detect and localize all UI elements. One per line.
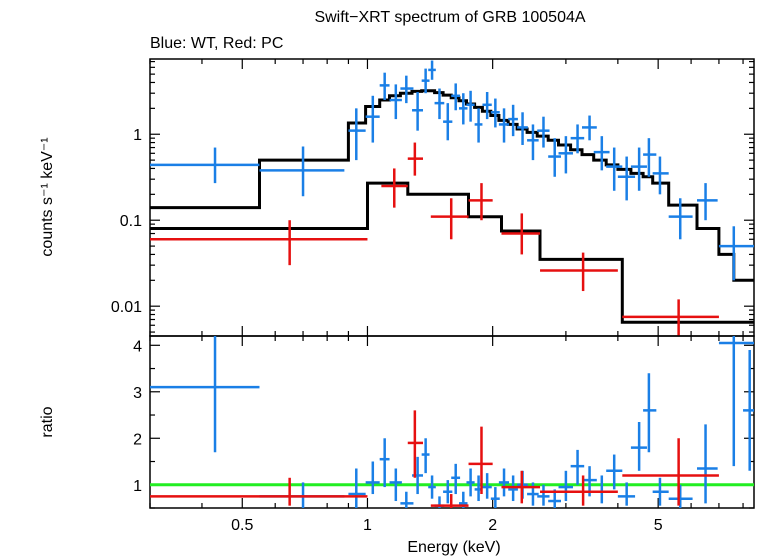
wt-data-point: [593, 136, 610, 171]
pc-data-point: [501, 213, 541, 255]
wt-model-line: [150, 89, 754, 282]
wt-data-point: [400, 75, 414, 104]
ratio-frame: [149, 335, 755, 509]
wt-data-point: [421, 68, 430, 94]
wt-data-point: [348, 108, 366, 161]
wt-data-point: [537, 116, 550, 148]
pc-data-point: [430, 494, 469, 508]
wt-data-point: [400, 491, 414, 508]
spectrum-y-tick-label: 0.01: [111, 299, 142, 316]
wt-data-point: [259, 146, 345, 197]
wt-data-point: [697, 424, 718, 504]
wt-data-point: [643, 373, 657, 453]
wt-data-point: [517, 112, 528, 145]
x-axis-label: Energy (keV): [407, 539, 500, 556]
wt-data-point: [466, 90, 475, 122]
wt-data-point: [428, 475, 436, 499]
ratio-y-tick-label: 2: [133, 431, 142, 448]
spectrum-panel: 1 0.1 0.01: [111, 58, 755, 337]
pc-data-point: [407, 410, 423, 478]
wt-data-point: [434, 88, 445, 120]
wt-data-point: [379, 72, 390, 101]
y-axis-label-ratio: ratio: [39, 406, 56, 437]
spectrum-y-tick-label: 1: [133, 127, 142, 144]
wt-data-point: [630, 422, 647, 471]
chart-subtitle: Blue: WT, Red: PC: [150, 35, 283, 52]
wt-data-point: [606, 454, 623, 490]
wt-data-point: [617, 156, 636, 201]
pc-data-point: [468, 426, 493, 495]
wt-data-point: [570, 124, 585, 154]
wt-data-point: [389, 468, 402, 502]
wt-data-point: [498, 468, 510, 497]
wt-data-point: [617, 482, 636, 506]
x-tick-label: 1: [363, 517, 372, 534]
wt-data-point: [150, 147, 260, 184]
chart-title: Swift−XRT spectrum of GRB 100504A: [314, 9, 585, 26]
spectrum-y-tick-label: 0.1: [120, 213, 142, 230]
wt-data-point: [490, 98, 500, 128]
wt-data-point: [643, 138, 657, 177]
wt-data-point: [718, 226, 754, 281]
wt-data-point: [482, 91, 492, 120]
ratio-y-tick-label: 3: [133, 385, 142, 402]
ratio-y-tick-label: 1: [133, 478, 142, 495]
pc-data-point: [468, 183, 493, 221]
wt-data-point: [630, 147, 647, 191]
x-tick-label: 2: [488, 517, 497, 534]
wt-data-point: [365, 461, 380, 495]
pc-data-point: [430, 198, 469, 240]
wt-data-point: [527, 124, 539, 161]
wt-data-point: [668, 484, 693, 508]
wt-data-point: [459, 93, 468, 125]
wt-data-point: [451, 463, 461, 495]
wt-data-point: [548, 138, 562, 177]
wt-data-point: [466, 468, 475, 497]
pc-data-point: [501, 470, 541, 504]
pc-data-point: [381, 168, 408, 208]
wt-data-point: [421, 438, 430, 474]
wt-data-point: [582, 115, 597, 141]
wt-data-point: [558, 136, 573, 174]
wt-data-point: [652, 156, 669, 195]
pc-data-point: [622, 438, 719, 506]
ratio-y-tick-label: 4: [133, 338, 142, 355]
ratio-panel: 1 2 3 4 0.5 1 2 5: [133, 335, 755, 534]
wt-data-point: [697, 183, 718, 221]
wt-data-point: [443, 103, 453, 141]
pc-data-point: [540, 252, 618, 292]
wt-data-point: [668, 198, 693, 240]
wt-data-point: [348, 468, 366, 508]
x-tick-label: 0.5: [231, 517, 253, 534]
wt-data-point: [652, 477, 669, 506]
wt-data-point: [743, 349, 754, 471]
wt-data-point: [606, 147, 623, 191]
pc-data-point: [407, 142, 423, 176]
wt-data-point: [389, 84, 402, 120]
wt-data-point: [718, 336, 754, 467]
wt-data-point: [482, 473, 492, 499]
wt-data-point: [379, 438, 390, 488]
wt-data-point: [490, 487, 500, 508]
spectrum-frame: [149, 58, 755, 337]
wt-data-point: [537, 484, 550, 506]
wt-data-point: [508, 104, 518, 137]
pc-data-point: [150, 477, 368, 506]
wt-data-point: [451, 83, 461, 111]
pc-data-point: [540, 475, 618, 506]
wt-data-point: [412, 91, 423, 131]
wt-data-point: [150, 336, 260, 453]
pc-data-point: [622, 299, 719, 336]
wt-data-point: [498, 108, 510, 143]
wt-data-point: [365, 95, 380, 143]
wt-data-point: [570, 449, 585, 485]
wt-data-point: [428, 60, 436, 80]
wt-data-point: [558, 470, 573, 502]
y-axis-label-spectrum: counts s⁻¹ keV⁻¹: [39, 137, 56, 256]
pc-data-point: [150, 220, 368, 266]
wt-data-point: [474, 108, 483, 143]
wt-data-point: [443, 480, 453, 504]
x-tick-label: 5: [654, 517, 663, 534]
